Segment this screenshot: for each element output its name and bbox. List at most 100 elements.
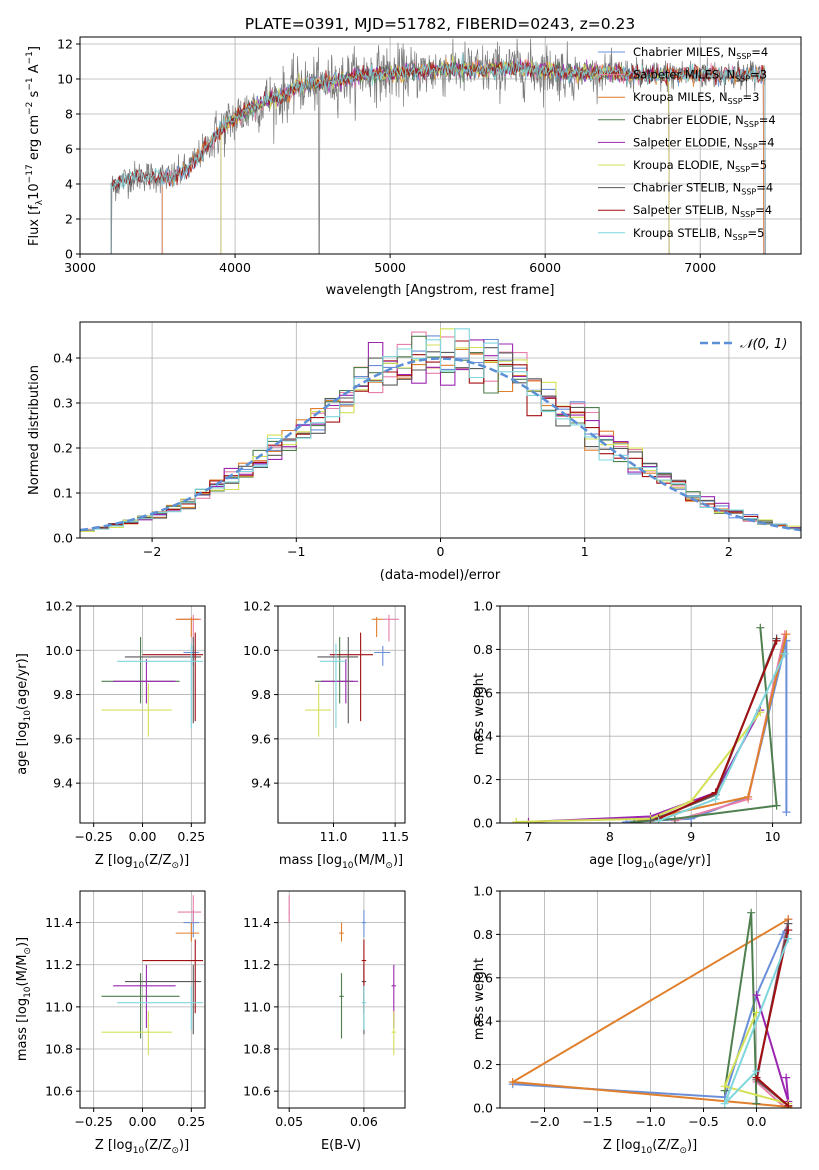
x-tick-label: 11.0	[320, 829, 348, 844]
x-tick-label: −2	[143, 544, 161, 559]
x-tick-label: 5000	[374, 260, 406, 275]
weight-marker-kroupa_stelib	[780, 649, 789, 658]
y-tick-label: 0.4	[53, 351, 73, 366]
y-tick-label: 0.0	[473, 1101, 493, 1116]
age-vs-mass-x-axis-label: mass [log10(M/M⊙)]	[279, 853, 403, 871]
weight-vs-Z-x-axis-label: Z [log10(Z/Z⊙)]	[603, 1138, 697, 1156]
y-tick-label: 0.8	[473, 927, 493, 942]
y-tick-label: 0.8	[473, 642, 493, 657]
y-tick-label: 0.6	[473, 685, 493, 700]
weight-marker-kroupa_stelib	[784, 934, 793, 943]
weight-marker-kroupa_stelib	[654, 816, 663, 823]
histogram-panel: −2 −1 0 1 2 0.0 0.1 0.2 0.3 0.4 𝒩(0, 1) (data-model…	[27, 321, 802, 583]
x-tick-label: 1	[581, 544, 589, 559]
x-tick-label: 0.00	[129, 829, 157, 844]
mass-vs-EBV-panel: 0.05 0.06 10.6 10.8 11.0 11.2 11.4 E(B-V)	[243, 890, 406, 1153]
mass-vs-EBV-x-axis-label: E(B-V)	[321, 1138, 361, 1153]
legend-label-salpeter_miles: Salpeter MILES, NSSP=3	[633, 68, 767, 84]
y-tick-label: 10.2	[45, 599, 73, 614]
y-tick-label: 0.2	[473, 772, 493, 787]
y-tick-label: 2	[65, 212, 73, 227]
legend-label-kroupa_stelib: Kroupa STELIB, NSSP=5	[633, 226, 764, 242]
y-tick-label: 10.0	[45, 643, 73, 658]
weight-marker-chabrier_elodie	[670, 814, 679, 823]
legend-label-chabrier_elodie: Chabrier ELODIE, NSSP=4	[633, 113, 776, 129]
legend-label-salpeter_elodie: Salpeter ELODIE, NSSP=4	[633, 135, 775, 151]
y-tick-label: 0.2	[53, 441, 73, 456]
weight-marker-kroupa_stelib	[711, 795, 720, 804]
x-tick-label: 0.25	[177, 1114, 205, 1129]
y-tick-label: 11.4	[45, 915, 73, 930]
y-tick-label: 12	[57, 37, 73, 52]
mass-vs-Z-y-axis-label: mass [log10(M/M⊙)]	[15, 937, 33, 1061]
x-tick-label: 9	[687, 829, 695, 844]
y-tick-label: 10.8	[243, 1042, 271, 1057]
y-tick-label: 10.8	[45, 1042, 73, 1057]
y-tick-label: 1.0	[473, 884, 493, 899]
y-tick-label: 0.0	[473, 816, 493, 831]
weight-marker-salpeter_stelib	[784, 926, 793, 935]
legend-label-chabrier_miles: Chabrier MILES, NSSP=4	[633, 45, 768, 61]
age-vs-Z-y-axis-label: age [log10(age/yr)]	[15, 653, 33, 775]
weight-marker-kroupa_elodie	[720, 1082, 729, 1091]
weight-marker-kroupa_miles	[508, 1077, 517, 1086]
age-vs-mass-panel-frame	[277, 605, 406, 824]
weight-marker-chabrier_miles	[782, 808, 791, 817]
y-tick-label: 0.4	[473, 729, 493, 744]
x-tick-label: 6000	[529, 260, 561, 275]
y-tick-label: 0.0	[53, 531, 73, 546]
y-tick-label: 4	[65, 177, 73, 192]
x-tick-label: 0.06	[350, 1114, 378, 1129]
y-tick-label: 9.4	[53, 776, 73, 791]
spectrum-panel-frame	[79, 36, 802, 255]
spectrum-legend: Chabrier MILES, NSSP=4 Salpeter MILES, NS…	[598, 45, 776, 242]
weight-vs-age-y-axis-label: mass weight	[472, 673, 487, 755]
spectrum-y-axis-label: Flux [fλ10−17 erg cm−2 s−1 A−1]	[25, 46, 45, 246]
x-tick-label: −1.0	[635, 1114, 665, 1129]
weight-marker-chabrier_elodie	[756, 623, 765, 632]
mass-vs-EBV-panel-frame	[277, 890, 406, 1109]
y-tick-label: 0.6	[473, 970, 493, 985]
x-tick-label: 0.25	[177, 829, 205, 844]
y-tick-label: 9.8	[53, 687, 73, 702]
histogram-panel-plot-area	[80, 328, 801, 532]
y-tick-label: 0.4	[473, 1014, 493, 1029]
weight-marker-kroupa_elodie	[512, 817, 521, 823]
x-tick-label: 10	[765, 829, 781, 844]
legend-label-chabrier_stelib: Chabrier STELIB, NSSP=4	[633, 181, 773, 197]
weight-marker-salpeter_stelib	[772, 636, 781, 645]
x-tick-label: −1.5	[582, 1114, 612, 1129]
y-tick-label: 9.4	[251, 776, 271, 791]
x-tick-label: 11.5	[381, 829, 409, 844]
legend-label-kroupa_elodie: Kroupa ELODIE, NSSP=5	[633, 158, 767, 174]
histogram-x-axis-label: (data-model)/error	[380, 568, 501, 583]
weight-marker-salpeter_stelib	[784, 1101, 793, 1108]
y-tick-label: 11.2	[243, 957, 271, 972]
legend-label-kroupa_miles: Kroupa MILES, NSSP=3	[633, 90, 759, 106]
y-tick-label: 11.0	[45, 999, 73, 1014]
y-tick-label: 10.6	[45, 1084, 73, 1099]
x-tick-label: 0.00	[129, 1114, 157, 1129]
age-vs-mass-panel: 11.0 11.5 9.4 9.6 9.8 10.0 10.2 mass [log10(M/M…	[243, 599, 409, 872]
weight-line-kroupa_elodie	[516, 711, 762, 823]
x-tick-label: −0.25	[75, 829, 113, 844]
x-tick-label: 3000	[64, 260, 96, 275]
spectrum-x-axis-label: wavelength [Angstrom, rest frame]	[326, 283, 555, 298]
weight-vs-Z-panel-plot-area	[508, 908, 793, 1108]
x-tick-label: −0.5	[688, 1114, 718, 1129]
mass-vs-Z-panel-plot-area	[101, 895, 204, 1056]
model-spectrum-kroupa_stelib	[110, 52, 766, 254]
legend-label-salpeter_stelib: Salpeter STELIB, NSSP=4	[633, 203, 772, 219]
age-vs-Z-panel-plot-area	[101, 614, 204, 737]
x-tick-label: 8	[606, 829, 614, 844]
y-tick-label: 10.0	[243, 643, 271, 658]
x-tick-label: 7000	[684, 260, 716, 275]
x-tick-label: 4000	[219, 260, 251, 275]
y-tick-label: 6	[65, 142, 73, 157]
y-tick-label: 10.6	[243, 1084, 271, 1099]
weight-vs-Z-y-axis-label: mass weight	[472, 958, 487, 1040]
y-tick-label: 11.0	[243, 999, 271, 1014]
y-tick-label: 9.8	[251, 687, 271, 702]
weight-vs-Z-panel: −2.0 −1.5 −1.0 −0.5 0.0 0.0 0.2 0.4 0.6 0.8 1.0 Z […	[472, 884, 802, 1156]
